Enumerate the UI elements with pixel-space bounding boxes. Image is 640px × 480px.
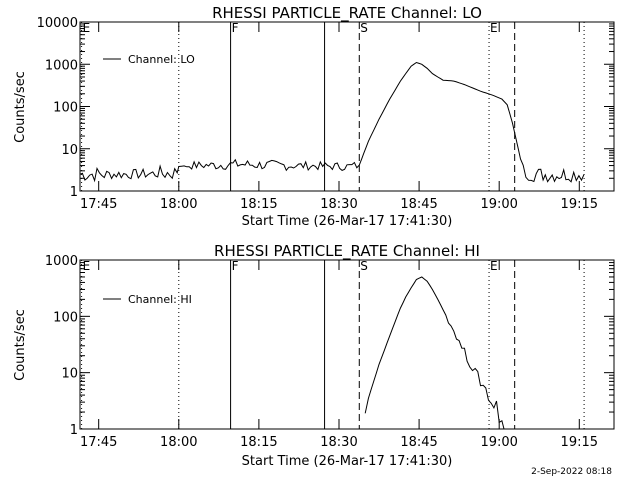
panel-lo-ytick-label: 10000 xyxy=(37,16,78,31)
panel-hi-frame xyxy=(79,259,615,430)
panel-lo-xtick-label: 19:00 xyxy=(480,197,517,212)
panel-lo-xtick-label: 18:30 xyxy=(320,197,357,212)
panel-lo-ytick-label: 1000 xyxy=(45,58,78,73)
panel-lo-xtick-label: 19:15 xyxy=(561,197,598,212)
panel-hi-xtick-label: 19:15 xyxy=(561,435,598,450)
panel-lo-xtick-label: 17:45 xyxy=(80,197,117,212)
panel-lo-marker-label: E xyxy=(83,21,91,35)
panel-hi-series-line xyxy=(364,276,505,430)
panel-hi-marker-label: E xyxy=(83,259,91,273)
panel-hi-title: RHESSI PARTICLE_RATE Channel: HI xyxy=(214,242,480,261)
panel-hi-ytick-label: 10 xyxy=(61,367,78,382)
panel-lo-xtick-label: 18:45 xyxy=(400,197,437,212)
panel-hi-xtick-label: 19:00 xyxy=(480,435,517,450)
panel-lo-ylabel: Counts/sec xyxy=(13,71,28,143)
panel-lo-ytick-label: 1 xyxy=(70,185,78,200)
panel-lo-xlabel: Start Time (26-Mar-17 17:41:30) xyxy=(242,214,453,229)
panel-hi-ylabel: Counts/sec xyxy=(13,309,28,381)
panel-hi-xtick-label: 18:45 xyxy=(400,435,437,450)
panel-hi-ytick-label: 1 xyxy=(70,423,78,438)
panel-lo-xtick-label: 18:00 xyxy=(160,197,197,212)
panel-lo-ytick-label: 10 xyxy=(61,143,78,158)
panel-hi-marker-label: F xyxy=(232,259,239,273)
footer-timestamp: 2-Sep-2022 08:18 xyxy=(531,467,612,477)
panel-hi-legend: Channel: HI xyxy=(103,293,192,306)
panel-lo-ytick-label: 100 xyxy=(53,101,78,116)
panel-hi-xtick-label: 17:45 xyxy=(80,435,117,450)
panel-lo-xtick-label: 18:15 xyxy=(240,197,277,212)
panel-hi-xtick-label: 18:30 xyxy=(320,435,357,450)
panel-lo-series-line xyxy=(79,61,585,183)
panel-hi-xtick-label: 18:00 xyxy=(160,435,197,450)
panel-lo-marker-label: S xyxy=(360,21,368,35)
panel-lo-title: RHESSI PARTICLE_RATE Channel: LO xyxy=(212,4,482,23)
panel-hi-xlabel: Start Time (26-Mar-17 17:41:30) xyxy=(242,454,453,469)
panel-lo-marker-label: F xyxy=(232,21,239,35)
panel-hi-marker-label: E xyxy=(490,259,498,273)
panel-hi-ytick-label: 1000 xyxy=(45,254,78,269)
panel-lo-legend-label: Channel: LO xyxy=(128,53,195,66)
panel-hi-legend-label: Channel: HI xyxy=(128,293,192,306)
panel-hi-ytick-label: 100 xyxy=(53,310,78,325)
panel-hi-xtick-label: 18:15 xyxy=(240,435,277,450)
panel-hi-marker-label: S xyxy=(360,259,368,273)
panel-lo-marker-label: E xyxy=(490,21,498,35)
panel-lo-legend: Channel: LO xyxy=(103,53,195,66)
